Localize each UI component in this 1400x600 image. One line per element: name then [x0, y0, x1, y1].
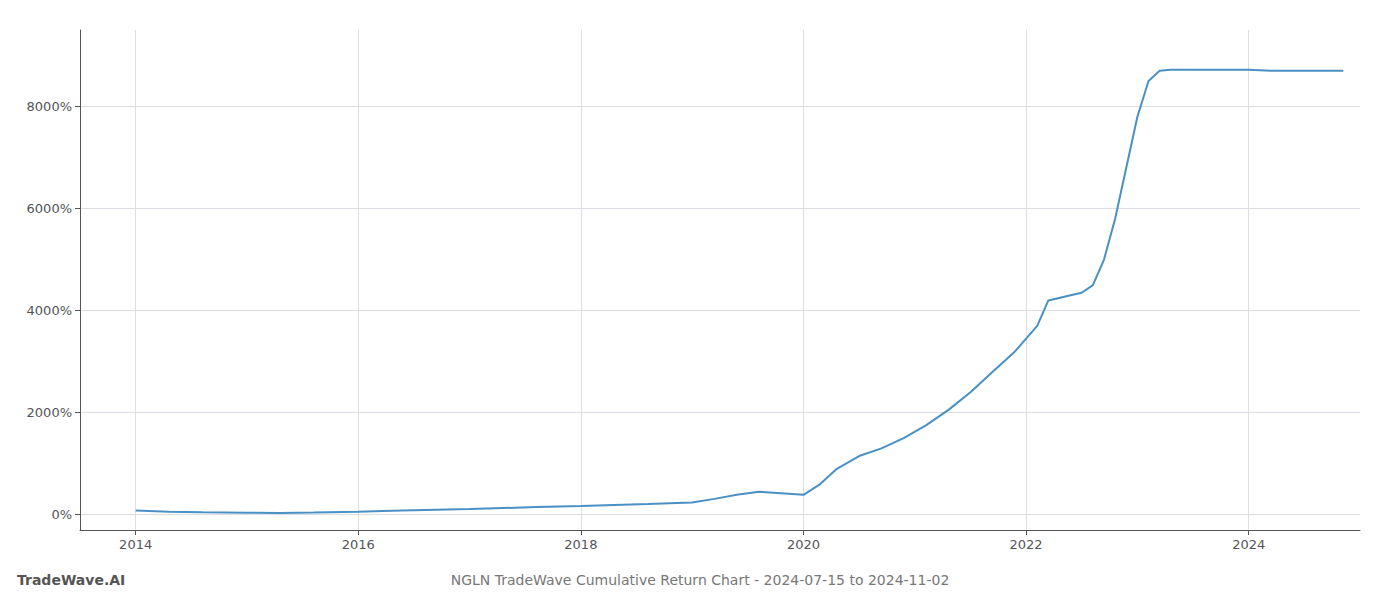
svg-text:2018: 2018: [564, 537, 597, 552]
svg-text:2020: 2020: [787, 537, 820, 552]
svg-text:0%: 0%: [51, 507, 72, 522]
svg-text:NGLN TradeWave Cumulative Retu: NGLN TradeWave Cumulative Return Chart -…: [451, 572, 950, 588]
svg-text:8000%: 8000%: [27, 99, 72, 114]
svg-text:2014: 2014: [119, 537, 152, 552]
svg-text:4000%: 4000%: [27, 303, 72, 318]
svg-text:2024: 2024: [1232, 537, 1265, 552]
svg-text:2016: 2016: [342, 537, 375, 552]
svg-text:6000%: 6000%: [27, 201, 72, 216]
svg-text:TradeWave.AI: TradeWave.AI: [17, 572, 125, 588]
svg-text:2000%: 2000%: [27, 405, 72, 420]
svg-text:2022: 2022: [1010, 537, 1043, 552]
